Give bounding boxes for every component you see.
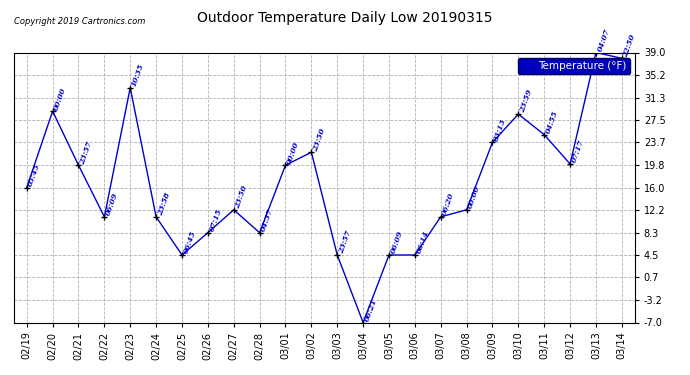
Text: 00:00: 00:00 xyxy=(466,184,482,210)
Text: 04:07: 04:07 xyxy=(596,27,611,53)
Legend: Temperature (°F): Temperature (°F) xyxy=(518,58,629,74)
Text: 06:20: 06:20 xyxy=(441,192,456,217)
Text: 10:35: 10:35 xyxy=(130,63,146,88)
Text: 00:00: 00:00 xyxy=(52,86,68,111)
Text: 04:37: 04:37 xyxy=(259,207,275,233)
Text: 03:13: 03:13 xyxy=(493,117,508,142)
Text: 07:17: 07:17 xyxy=(570,139,586,164)
Text: 23:57: 23:57 xyxy=(337,230,353,255)
Text: Copyright 2019 Cartronics.com: Copyright 2019 Cartronics.com xyxy=(14,17,145,26)
Text: 22:50: 22:50 xyxy=(622,33,638,58)
Text: 04:55: 04:55 xyxy=(544,110,560,135)
Text: 23:59: 23:59 xyxy=(518,89,534,114)
Text: 23:50: 23:50 xyxy=(234,184,249,210)
Text: 06:14: 06:14 xyxy=(415,230,431,255)
Text: 05:45: 05:45 xyxy=(27,162,42,188)
Text: 23:57: 23:57 xyxy=(79,140,94,165)
Text: 06:09: 06:09 xyxy=(389,230,404,255)
Text: 07:15: 07:15 xyxy=(208,207,224,233)
Text: 23:50: 23:50 xyxy=(311,127,327,152)
Text: 06:45: 06:45 xyxy=(182,230,197,255)
Text: 23:58: 23:58 xyxy=(156,192,172,217)
Text: Outdoor Temperature Daily Low 20190315: Outdoor Temperature Daily Low 20190315 xyxy=(197,11,493,25)
Text: 06:21: 06:21 xyxy=(363,297,379,322)
Text: 00:00: 00:00 xyxy=(286,140,301,165)
Text: 06:09: 06:09 xyxy=(104,192,120,217)
